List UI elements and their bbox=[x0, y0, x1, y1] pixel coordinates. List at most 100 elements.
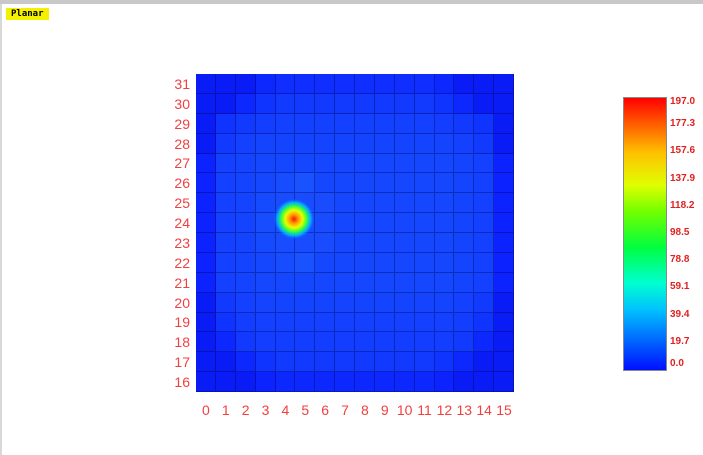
heatmap-cell bbox=[255, 173, 276, 194]
y-tick-label: 31 bbox=[174, 75, 190, 92]
heatmap-cell bbox=[255, 153, 276, 174]
heatmap-cell bbox=[414, 213, 435, 233]
heatmap-cell bbox=[454, 133, 475, 154]
heatmap-cell bbox=[494, 93, 514, 114]
planar-heatmap[interactable] bbox=[196, 74, 514, 392]
heatmap-cell bbox=[295, 233, 316, 253]
heatmap-cell bbox=[315, 113, 336, 134]
heatmap-cell bbox=[355, 252, 375, 273]
heatmap-cell bbox=[196, 193, 216, 214]
heatmap-cell bbox=[394, 252, 415, 273]
heatmap-cell bbox=[235, 173, 256, 194]
y-axis-labels: 16 17 18 19 20 21 22 23 24 25 26 27 28 29 30 31 bbox=[160, 74, 190, 392]
heatmap-cell bbox=[196, 312, 216, 333]
heatmap-cell bbox=[196, 292, 216, 313]
heatmap-cell bbox=[355, 312, 375, 333]
heatmap-cell bbox=[454, 312, 475, 333]
heatmap-cell bbox=[295, 153, 316, 174]
heatmap-cell bbox=[275, 312, 296, 333]
heatmap-cell bbox=[414, 352, 435, 373]
heatmap-cell bbox=[215, 272, 236, 293]
heatmap-cell bbox=[394, 93, 415, 114]
heatmap-cell bbox=[335, 312, 355, 333]
window-top-border bbox=[0, 0, 703, 4]
heatmap-cell bbox=[235, 272, 256, 293]
heatmap-cell bbox=[355, 153, 375, 174]
heatmap-cell bbox=[335, 133, 355, 154]
y-tick-label: 24 bbox=[174, 215, 190, 232]
heatmap-cell bbox=[474, 74, 495, 94]
heatmap-cell bbox=[374, 332, 395, 353]
heatmap-cell bbox=[474, 133, 495, 154]
heatmap-cell bbox=[275, 332, 296, 353]
heatmap-cell bbox=[315, 312, 336, 333]
heatmap-cell bbox=[315, 292, 336, 313]
colorbar-tick-label: 0.0 bbox=[670, 358, 684, 369]
heatmap-cell bbox=[275, 193, 296, 214]
heatmap-cell bbox=[215, 252, 236, 273]
heatmap-cell bbox=[355, 193, 375, 214]
heatmap-cell bbox=[374, 153, 395, 174]
colorbar-tick-label: 197.0 bbox=[670, 96, 696, 107]
heatmap-cell bbox=[454, 252, 475, 273]
heatmap-cell bbox=[275, 133, 296, 154]
y-tick-label: 30 bbox=[174, 95, 190, 112]
heatmap-cell bbox=[355, 133, 375, 154]
heatmap-cell bbox=[235, 372, 256, 392]
heatmap-cell bbox=[275, 233, 296, 253]
heatmap-cell bbox=[235, 74, 256, 94]
y-tick-label: 17 bbox=[174, 354, 190, 371]
heatmap-cell bbox=[394, 372, 415, 392]
x-tick-label: 12 bbox=[436, 402, 453, 418]
heatmap-cell bbox=[434, 252, 455, 273]
heatmap-cell bbox=[494, 213, 514, 233]
heatmap-cell bbox=[235, 193, 256, 214]
heatmap-cell bbox=[355, 292, 375, 313]
heatmap-cell bbox=[335, 252, 355, 273]
heatmap-cell bbox=[394, 133, 415, 154]
heatmap-cell bbox=[315, 133, 336, 154]
colorbar-tick-label: 118.2 bbox=[670, 199, 695, 211]
heatmap-cell bbox=[215, 312, 236, 333]
heatmap-cell bbox=[295, 272, 316, 293]
heatmap-cell bbox=[255, 213, 276, 233]
heatmap-cell bbox=[374, 173, 395, 194]
tab-planar[interactable]: Planar bbox=[6, 8, 49, 20]
y-tick-label: 20 bbox=[174, 294, 190, 311]
heatmap-cell bbox=[235, 312, 256, 333]
heatmap-cell bbox=[355, 113, 375, 134]
heatmap-cell bbox=[215, 233, 236, 253]
heatmap-cell bbox=[295, 292, 316, 313]
heatmap-cell bbox=[414, 193, 435, 214]
heatmap-cell bbox=[474, 233, 495, 253]
heatmap-cell bbox=[355, 213, 375, 233]
heatmap-cell bbox=[414, 133, 435, 154]
heatmap-cell bbox=[335, 352, 355, 373]
heatmap-cell bbox=[434, 372, 455, 392]
heatmap-cell bbox=[196, 272, 216, 293]
heatmap-cell bbox=[394, 113, 415, 134]
heatmap-cell bbox=[394, 233, 415, 253]
heatmap-cell bbox=[196, 252, 216, 273]
heatmap-cell bbox=[315, 372, 336, 392]
x-tick-label: 7 bbox=[341, 402, 349, 418]
heatmap-cell bbox=[275, 252, 296, 273]
heatmap-cell bbox=[215, 93, 236, 114]
heatmap-cell bbox=[394, 292, 415, 313]
x-tick-label: 9 bbox=[380, 402, 389, 418]
heatmap-cell bbox=[235, 213, 256, 233]
heatmap-cell bbox=[315, 173, 336, 194]
heatmap-cell bbox=[494, 193, 514, 214]
heatmap-cell bbox=[315, 233, 336, 253]
colorbar-tick-label: 157.6 bbox=[670, 145, 696, 157]
y-tick-label: 25 bbox=[174, 195, 190, 212]
heatmap-cell bbox=[454, 93, 475, 114]
heatmap-cell bbox=[235, 113, 256, 134]
x-tick-label: 15 bbox=[496, 402, 512, 418]
heatmap-cell bbox=[374, 113, 395, 134]
heatmap-cell bbox=[355, 173, 375, 194]
heatmap-cell bbox=[255, 93, 276, 114]
heatmap-cell bbox=[394, 332, 415, 353]
heatmap-cell bbox=[196, 153, 216, 174]
heatmap-cell bbox=[215, 332, 236, 353]
